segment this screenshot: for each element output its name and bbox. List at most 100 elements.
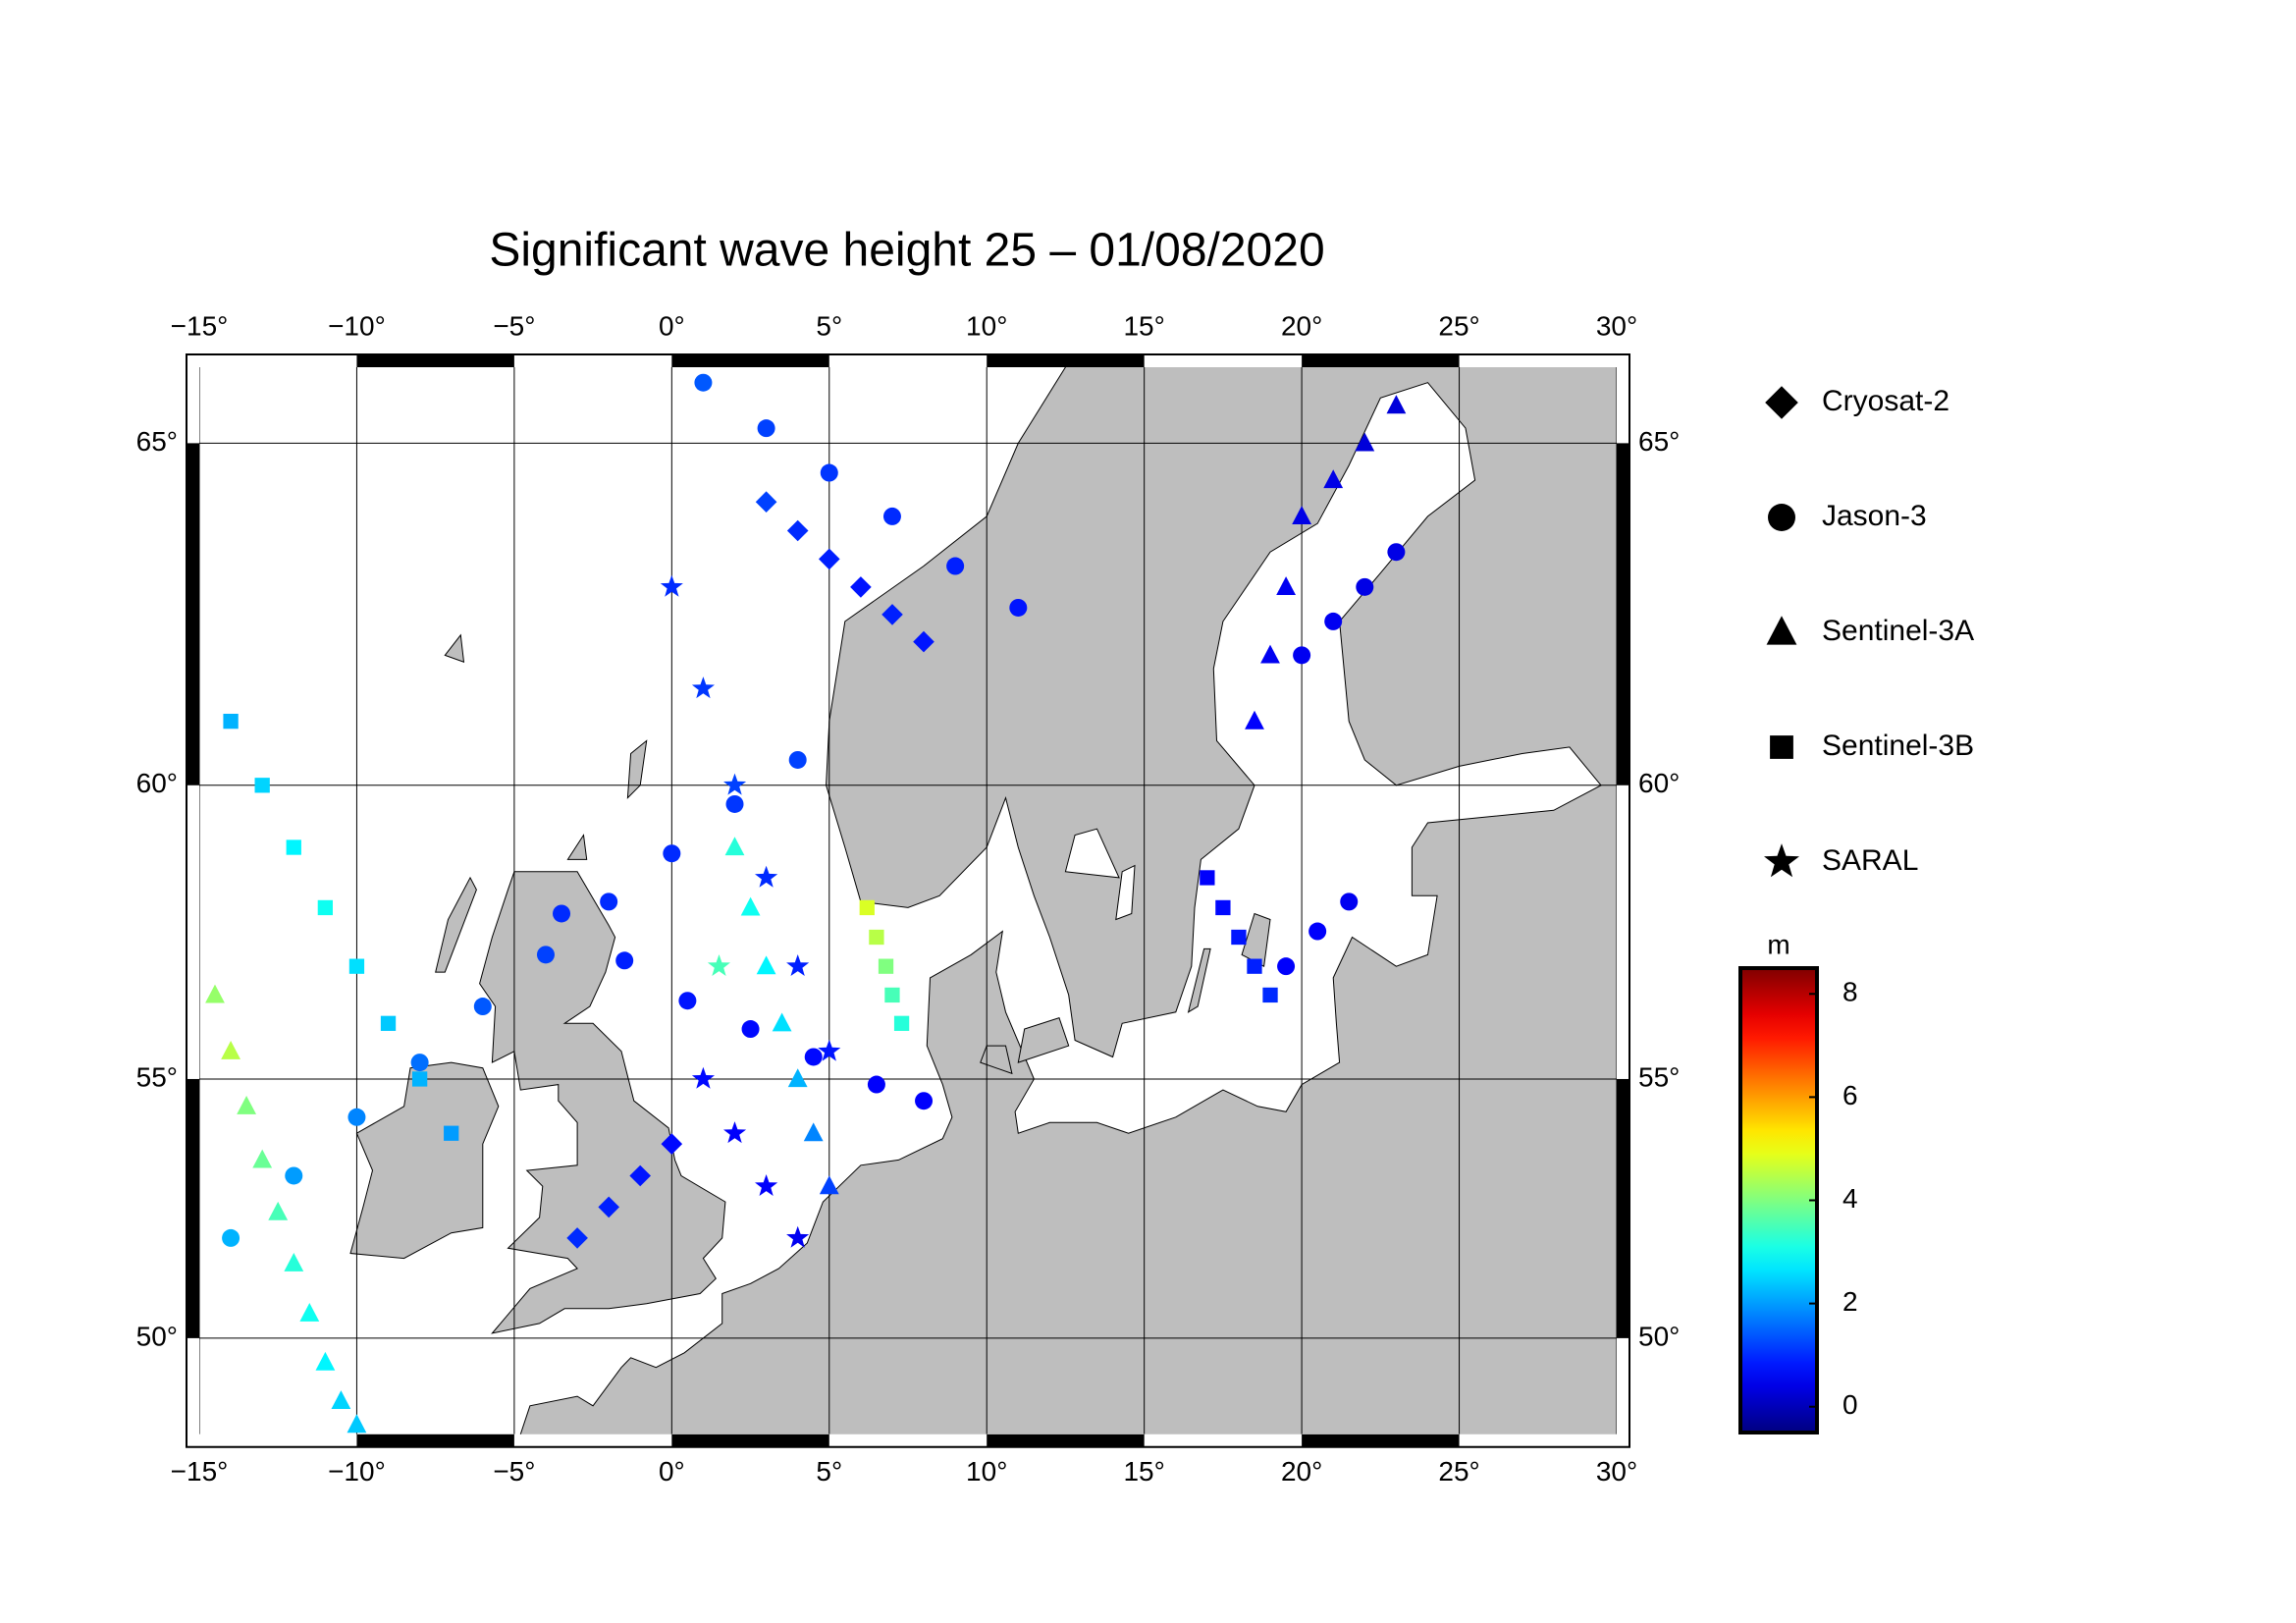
marker — [915, 1092, 934, 1110]
marker — [285, 1166, 303, 1185]
marker — [820, 463, 838, 482]
legend-marker — [1770, 735, 1793, 759]
land — [566, 834, 588, 860]
marker — [1323, 469, 1344, 489]
land — [1017, 1016, 1070, 1063]
y-tick-label: 60° — [1638, 768, 1680, 798]
marker — [1245, 710, 1264, 730]
x-tick-label: −5° — [493, 310, 535, 341]
colorbar-label: m — [1767, 929, 1789, 959]
marker — [741, 1020, 760, 1039]
marker — [786, 1225, 810, 1248]
marker — [221, 1041, 240, 1059]
legend-marker — [1765, 386, 1798, 419]
marker — [859, 899, 875, 916]
lake — [1115, 864, 1136, 921]
marker — [299, 1303, 320, 1322]
marker — [1215, 899, 1231, 916]
chart-title: Significant wave height 25 – 01/08/2020 — [489, 225, 1324, 277]
marker — [707, 954, 730, 976]
x-tick-label: −5° — [493, 1456, 535, 1487]
land — [626, 739, 648, 799]
y-tick-label: 65° — [1638, 426, 1680, 457]
marker — [284, 1253, 304, 1271]
colorbar-tick-label: 4 — [1842, 1183, 1858, 1214]
marker — [755, 1174, 778, 1196]
marker — [660, 574, 683, 597]
marker — [600, 893, 618, 911]
marker — [205, 984, 225, 1003]
marker — [694, 373, 713, 392]
marker — [411, 1071, 428, 1087]
colorbar-tick-label: 6 — [1842, 1080, 1858, 1110]
frame-band — [187, 1078, 199, 1338]
x-tick-label: 15° — [1123, 1456, 1164, 1487]
frame-band — [356, 1434, 514, 1447]
marker — [536, 946, 555, 964]
marker — [663, 844, 681, 863]
marker — [881, 604, 903, 625]
marker — [756, 955, 776, 975]
lake — [1064, 828, 1120, 879]
x-tick-label: 30° — [1596, 310, 1637, 341]
marker — [661, 1133, 683, 1155]
x-tick-label: 20° — [1281, 1456, 1322, 1487]
y-tick-label: 50° — [1638, 1321, 1680, 1351]
land — [479, 871, 726, 1334]
map-area — [199, 367, 1617, 1434]
marker — [725, 794, 744, 813]
x-tick-label: 5° — [816, 1456, 842, 1487]
marker — [1277, 957, 1296, 976]
legend-marker — [1766, 616, 1797, 645]
marker — [819, 548, 840, 570]
colorbar-tick-label: 2 — [1842, 1286, 1858, 1317]
colorbar-tick-label: 0 — [1842, 1389, 1858, 1420]
legend-label: Sentinel-3A — [1822, 615, 1974, 647]
marker — [893, 1015, 910, 1031]
colorbar-tick-label: 8 — [1842, 977, 1858, 1007]
legend-marker — [1768, 504, 1795, 531]
x-tick-label: −15° — [171, 310, 229, 341]
marker — [1356, 577, 1374, 596]
marker — [757, 419, 775, 438]
frame-band — [987, 1434, 1145, 1447]
marker — [678, 992, 697, 1010]
legend-label: Sentinel-3B — [1822, 730, 1974, 762]
legend-marker — [1764, 843, 1799, 878]
marker — [615, 951, 634, 970]
marker — [878, 958, 894, 974]
marker — [869, 929, 884, 946]
marker — [629, 1164, 651, 1187]
marker — [347, 1108, 366, 1126]
marker — [772, 1012, 792, 1032]
x-tick-label: 15° — [1123, 310, 1164, 341]
marker — [1340, 893, 1359, 911]
frame-band — [671, 1434, 829, 1447]
land — [435, 876, 477, 973]
marker — [691, 1066, 715, 1089]
marker — [1386, 395, 1407, 414]
marker — [223, 713, 239, 730]
y-tick-label: 50° — [136, 1321, 178, 1351]
marker — [1292, 506, 1311, 524]
marker — [1009, 598, 1028, 617]
marker — [1262, 987, 1278, 1003]
y-tick-label: 55° — [136, 1061, 178, 1092]
legend-label: SARAL — [1822, 844, 1918, 877]
legend-label: Cryosat-2 — [1822, 385, 1949, 417]
marker — [1276, 576, 1296, 595]
marker — [850, 576, 872, 598]
colorbar — [1738, 966, 1819, 1434]
marker — [755, 865, 778, 888]
marker — [1387, 543, 1406, 562]
land — [1187, 947, 1211, 1013]
marker — [315, 1351, 336, 1371]
marker — [1324, 612, 1343, 630]
marker — [254, 778, 270, 793]
frame-band — [671, 354, 829, 367]
x-tick-label: 30° — [1596, 1456, 1637, 1487]
marker — [723, 1121, 747, 1144]
legend-label: Jason-3 — [1822, 500, 1927, 532]
marker — [1355, 432, 1375, 452]
land — [444, 633, 465, 663]
